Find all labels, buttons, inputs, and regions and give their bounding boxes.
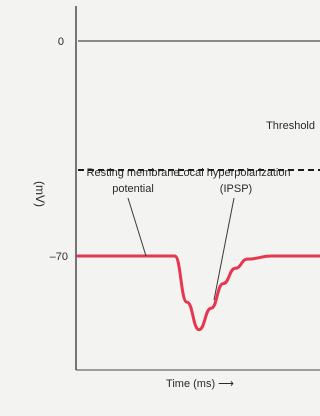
resting-label-line1: Resting membrane [87,167,180,179]
resting-leader-line [127,197,147,257]
ipsp-label-line1: Local hyperpolarization [177,167,290,179]
ipsp-label-line2: (IPSP) [220,183,252,195]
y-tick-label-0: 0 [58,36,64,48]
threshold-label: Threshold [266,120,315,132]
x-axis-label: Time (ms) ⟶ [166,378,234,390]
membrane-potential-trace [76,254,320,332]
y-axis-label: (mV) [33,181,47,207]
ipsp-leader-line [213,197,235,301]
resting-label-line2: potential [112,183,154,195]
y-tick-label-minus70: –70 [50,251,68,263]
